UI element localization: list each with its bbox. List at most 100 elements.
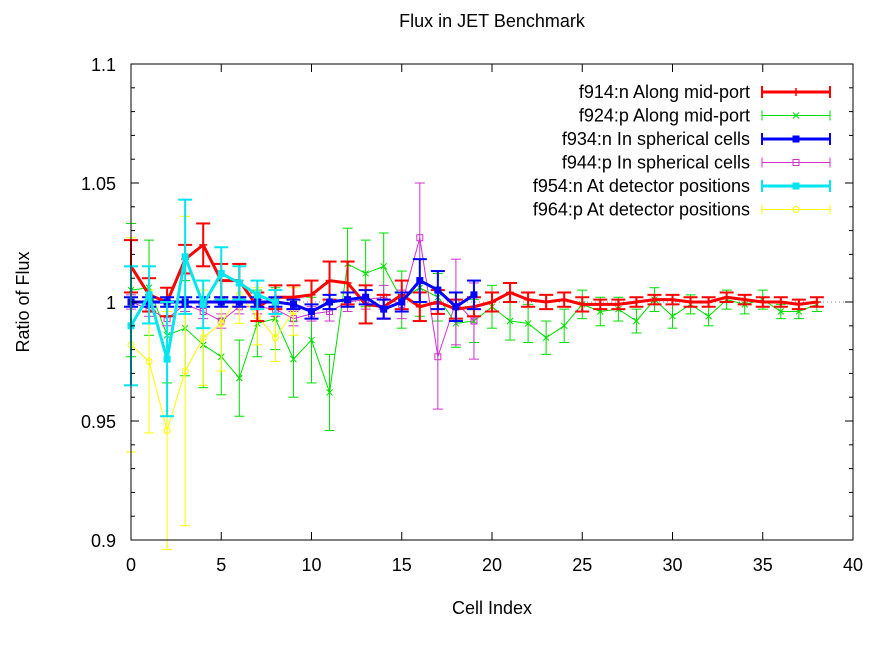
- data-point: [632, 298, 641, 306]
- legend-label: f954:n At detector positions: [533, 176, 750, 196]
- data-point: [217, 269, 225, 277]
- data-point: [199, 240, 208, 249]
- data-point: [344, 296, 352, 304]
- x-tick-label: 15: [392, 555, 412, 575]
- data-point: [326, 298, 334, 306]
- y-tick-label: 1.05: [81, 174, 116, 194]
- data-point: [542, 298, 551, 306]
- data-point: [705, 312, 712, 320]
- x-tick-label: 30: [662, 555, 682, 575]
- data-point: [596, 300, 605, 309]
- x-tick-label: 40: [843, 555, 863, 575]
- data-point: [362, 270, 370, 277]
- data-point: [181, 367, 189, 375]
- data-point: [253, 291, 261, 299]
- x-axis-label: Cell Index: [452, 598, 532, 618]
- data-point: [794, 300, 803, 309]
- data-point: [777, 308, 785, 315]
- data-point: [722, 293, 731, 302]
- data-point: [560, 322, 568, 330]
- data-point: [434, 286, 442, 294]
- data-point: [669, 312, 676, 320]
- y-tick-label: 0.95: [81, 412, 116, 432]
- legend-label: f944:p In spherical cells: [562, 153, 750, 173]
- data-point: [199, 300, 207, 308]
- x-tick-label: 35: [753, 555, 773, 575]
- data-point: [524, 320, 532, 327]
- legend: f914:n Along mid-port f924:p Along mid-po…: [533, 82, 831, 220]
- data-point: [217, 298, 225, 306]
- data-point: [506, 288, 515, 297]
- data-point: [758, 298, 767, 306]
- data-point: [560, 295, 569, 304]
- data-point: [199, 334, 207, 342]
- data-point: [614, 300, 623, 309]
- data-point: [235, 279, 243, 287]
- data-point: [578, 300, 587, 309]
- x-tick-label: 10: [301, 555, 321, 575]
- data-point: [470, 291, 478, 299]
- legend-marker: [792, 182, 800, 190]
- legend-item: f954:n At detector positions: [533, 176, 831, 196]
- data-point: [633, 317, 640, 325]
- y-tick-label: 1: [106, 293, 116, 313]
- data-point: [524, 295, 533, 304]
- data-point: [163, 355, 171, 363]
- data-point: [343, 278, 352, 287]
- data-point: [217, 319, 225, 327]
- legend-marker: [792, 206, 800, 213]
- y-tick-label: 1.1: [91, 55, 116, 75]
- legend-label: f934:n In spherical cells: [562, 129, 750, 149]
- y-axis-label: Ratio of Flux: [13, 251, 33, 352]
- data-point: [326, 389, 333, 396]
- data-point: [398, 298, 406, 306]
- data-point: [434, 353, 442, 361]
- legend-label: f914:n Along mid-port: [579, 82, 750, 102]
- data-point: [452, 303, 460, 311]
- data-point: [271, 334, 279, 342]
- data-point: [307, 290, 316, 299]
- x-tick-label: 5: [216, 555, 226, 575]
- data-point: [415, 302, 424, 311]
- chart-title: Flux in JET Benchmark: [399, 11, 586, 31]
- data-point: [145, 358, 153, 365]
- data-point: [362, 293, 370, 301]
- data-point: [776, 298, 785, 306]
- data-point: [271, 298, 279, 306]
- legend-label: f924:p Along mid-port: [579, 106, 750, 126]
- data-point: [235, 298, 243, 306]
- data-point: [145, 291, 153, 299]
- data-point: [380, 262, 388, 270]
- data-point: [290, 355, 297, 363]
- y-tick-label: 0.9: [91, 531, 116, 551]
- data-point: [686, 298, 695, 306]
- data-point: [289, 300, 297, 308]
- legend-marker: [792, 112, 800, 119]
- data-point: [506, 317, 514, 325]
- legend-label: f964:p At detector positions: [533, 200, 750, 220]
- data-point: [163, 427, 171, 435]
- legend-item: f964:p At detector positions: [533, 200, 831, 220]
- axes-layer: 0 5 10 15 20 25 30 35 40 0.9 0.95 1 1.05 1.1: [81, 55, 863, 575]
- data-point: [470, 317, 478, 325]
- series-layer: [124, 182, 824, 551]
- data-point: [325, 276, 334, 285]
- data-point: [488, 298, 496, 306]
- series-line: [130, 294, 294, 432]
- data-point: [416, 234, 424, 242]
- legend-item: f934:n In spherical cells: [562, 129, 831, 149]
- data-point: [181, 253, 189, 261]
- legend-item: f944:p In spherical cells: [562, 153, 831, 173]
- data-point: [704, 298, 713, 306]
- data-point: [542, 334, 550, 342]
- data-point: [812, 298, 821, 306]
- legend-marker: [792, 135, 800, 143]
- legend-item: f914:n Along mid-port: [579, 82, 831, 102]
- legend-item: f924:p Along mid-port: [579, 106, 831, 126]
- data-point: [380, 305, 388, 313]
- x-tick-label: 25: [572, 555, 592, 575]
- data-point: [235, 374, 243, 382]
- x-tick-label: 0: [126, 555, 136, 575]
- data-point: [308, 308, 315, 316]
